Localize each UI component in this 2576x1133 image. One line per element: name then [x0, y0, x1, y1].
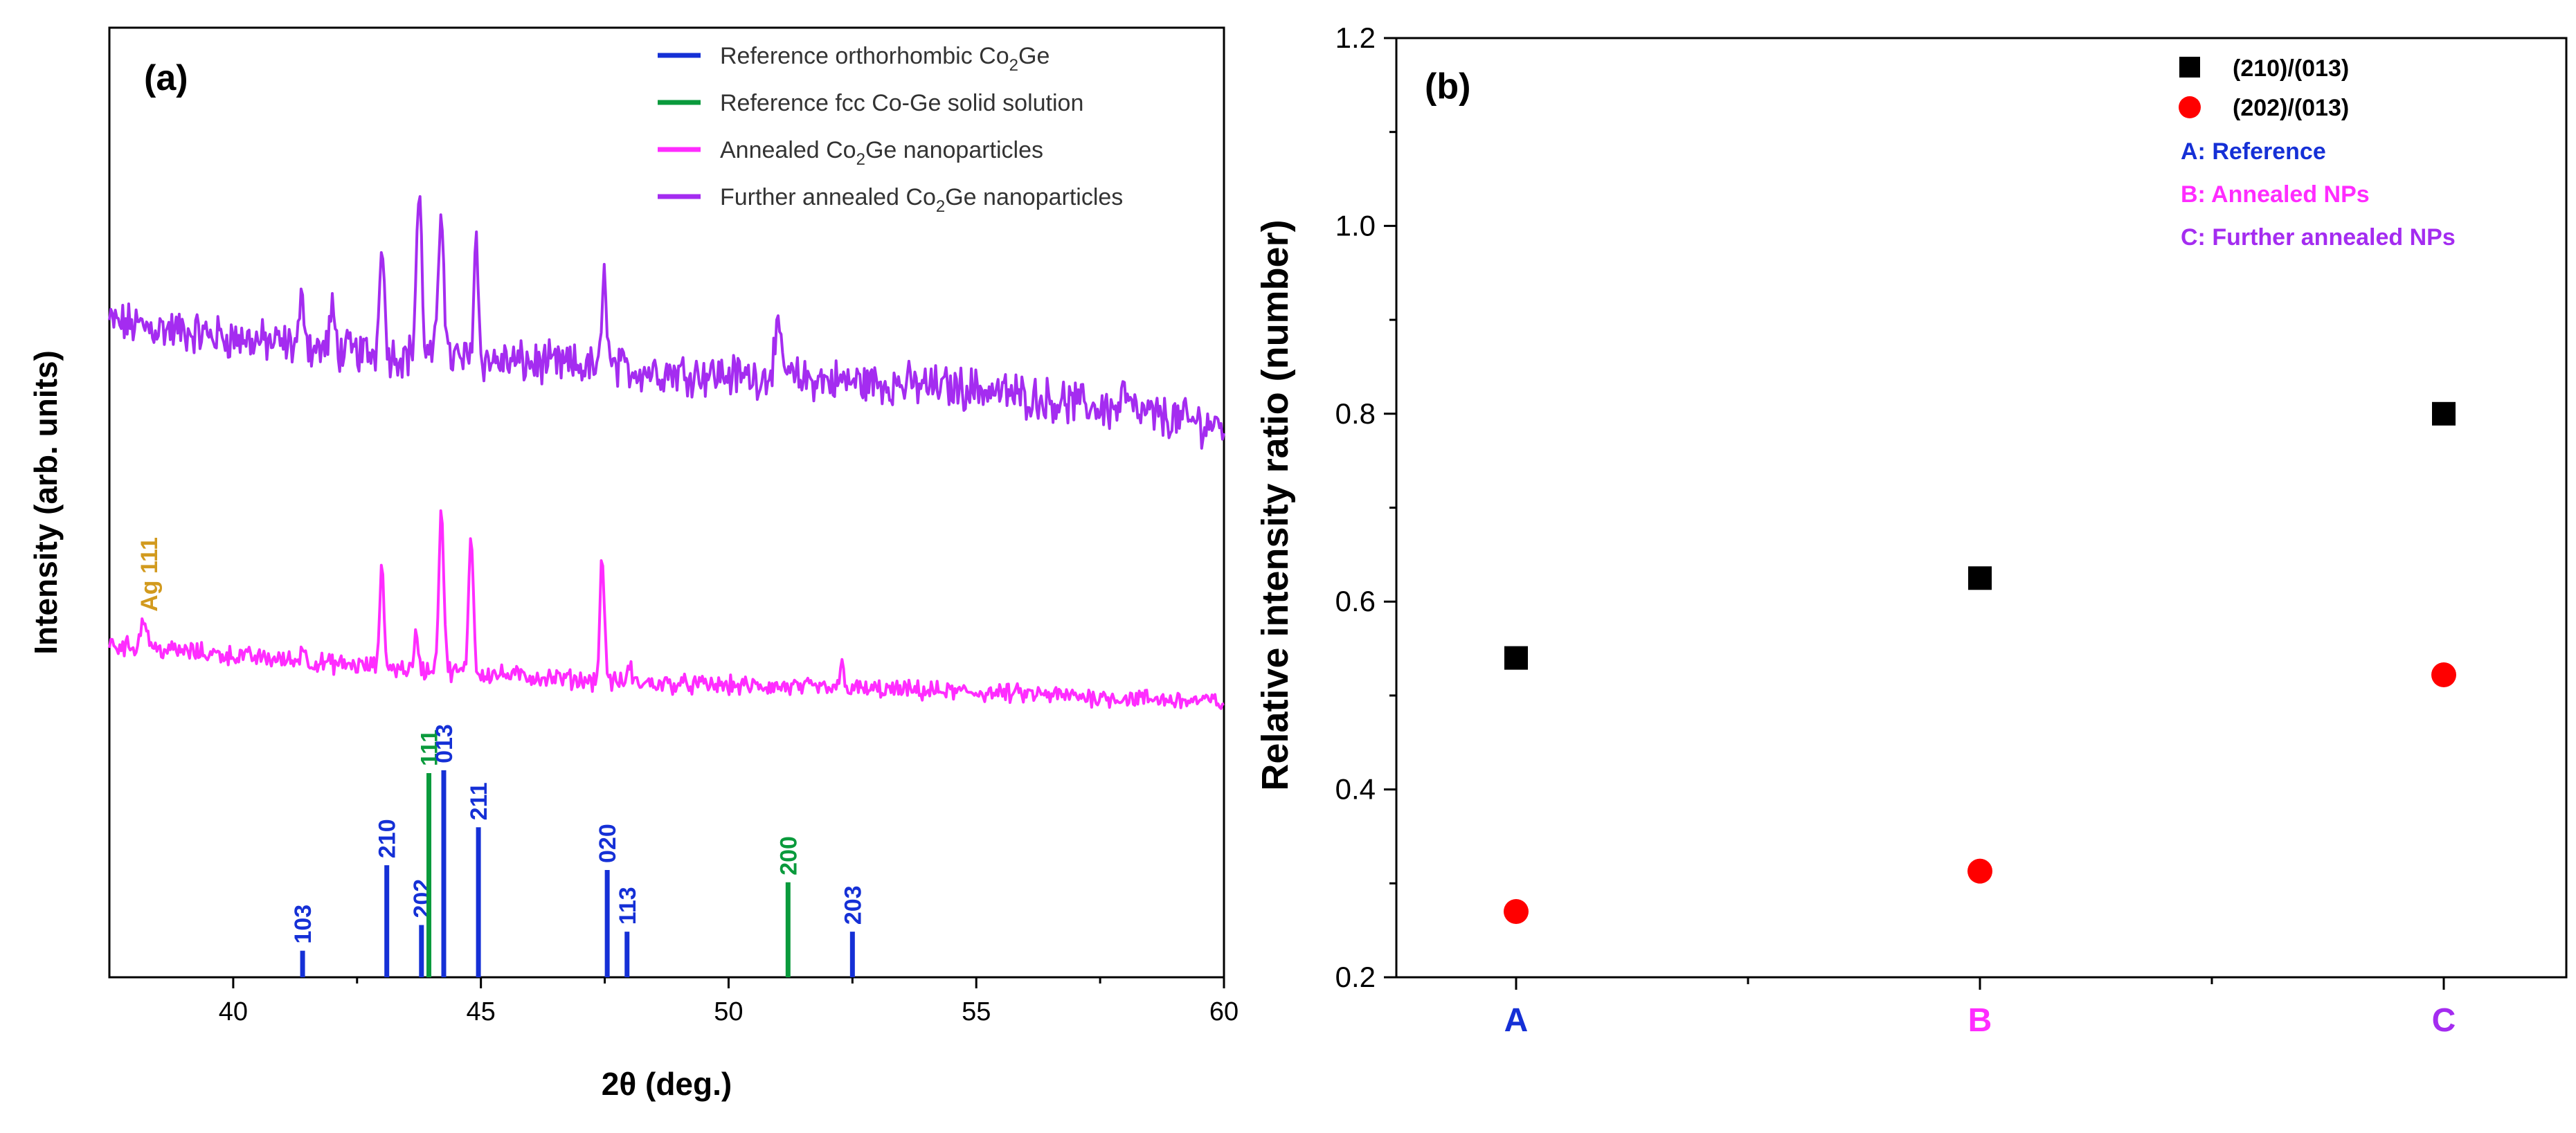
reference-label-103: 103: [290, 905, 316, 944]
panel-a-plot-frame: [108, 26, 1225, 979]
panel-b-y-tick-label: 0.6: [1335, 585, 1376, 617]
ratio-210-013-point-C: [2432, 401, 2456, 426]
further-annealed-pattern-line: [108, 195, 1225, 450]
reference-label-203: 203: [840, 885, 866, 925]
ratio-202-013-point-C: [2431, 662, 2456, 688]
reference-label-111: 111: [417, 729, 443, 766]
reference-label-210: 210: [375, 819, 401, 858]
legend-label-210-013: (210)/(013): [2233, 55, 2349, 82]
panel-a-legend-label: Further annealed Co2Ge nanoparticles: [720, 184, 1123, 216]
legend-note: A: Reference: [2181, 138, 2326, 165]
reference-label-202: 202: [409, 879, 435, 918]
panel-b-label: (b): [1425, 66, 1470, 107]
panel-a-x-tick-label: 50: [714, 997, 743, 1026]
category-label-C: C: [2432, 1002, 2456, 1039]
reference-label-020: 020: [595, 824, 621, 863]
reference-label-200: 200: [775, 836, 802, 876]
panel-a-label: (a): [144, 58, 188, 98]
legend-note: B: Annealed NPs: [2181, 181, 2370, 208]
panel-a-x-tick-label: 40: [219, 997, 248, 1026]
panel-a-legend-label: Reference orthorhombic Co2Ge: [720, 43, 1050, 75]
reference-label-113: 113: [615, 887, 641, 925]
panel-a-x-tick-label: 45: [467, 997, 496, 1026]
ag-111-annotation: Ag 111: [136, 537, 163, 612]
panel-a-legend-label: Reference fcc Co-Ge solid solution: [720, 90, 1083, 116]
annealed-pattern-line: [108, 509, 1225, 710]
legend-circle-marker: [2179, 96, 2201, 118]
panel-b-y-axis-label: Relative intensity ratio (number): [1254, 219, 1296, 790]
panel-a-legend-label: Annealed Co2Ge nanoparticles: [720, 137, 1043, 169]
legend-note: C: Further annealed NPs: [2181, 224, 2456, 251]
legend-square-marker: [2179, 57, 2200, 78]
ratio-210-013-point-A: [1504, 646, 1528, 670]
panel-a-legend: Reference orthorhombic Co2Ge Reference fc…: [658, 43, 1123, 216]
ratio-202-013-point-B: [1967, 858, 1992, 884]
panel-a-y-axis-label: Intensity (arb. units): [28, 350, 64, 655]
ratio-202-013-point-A: [1504, 899, 1529, 925]
panel-b-y-tick-label: 0.4: [1335, 773, 1376, 806]
category-label-B: B: [1968, 1002, 1992, 1039]
reference-label-211: 211: [466, 782, 492, 820]
panel-a-x-axis-label: 2θ (deg.): [602, 1066, 732, 1102]
panel-a-x-tick-label: 55: [962, 997, 991, 1026]
panel-b-plot-frame: [1395, 37, 2568, 979]
panel-a-x-tick-label: 60: [1209, 997, 1239, 1026]
panel-b-y-tick-label: 1.0: [1335, 209, 1376, 242]
panel-b-y-tick-label: 0.8: [1335, 397, 1376, 430]
panel-b-y-tick-label: 0.2: [1335, 961, 1376, 993]
reference-label-013: 013: [431, 724, 458, 763]
panel-b-y-tick-label: 1.2: [1335, 21, 1376, 54]
panel-b-legend: (210)/(013) (202)/(013) A: Reference B: Ann…: [2179, 55, 2456, 251]
category-label-A: A: [1504, 1002, 1529, 1039]
ratio-210-013-point-B: [1968, 566, 1992, 590]
legend-label-202-013: (202)/(013): [2233, 95, 2349, 121]
